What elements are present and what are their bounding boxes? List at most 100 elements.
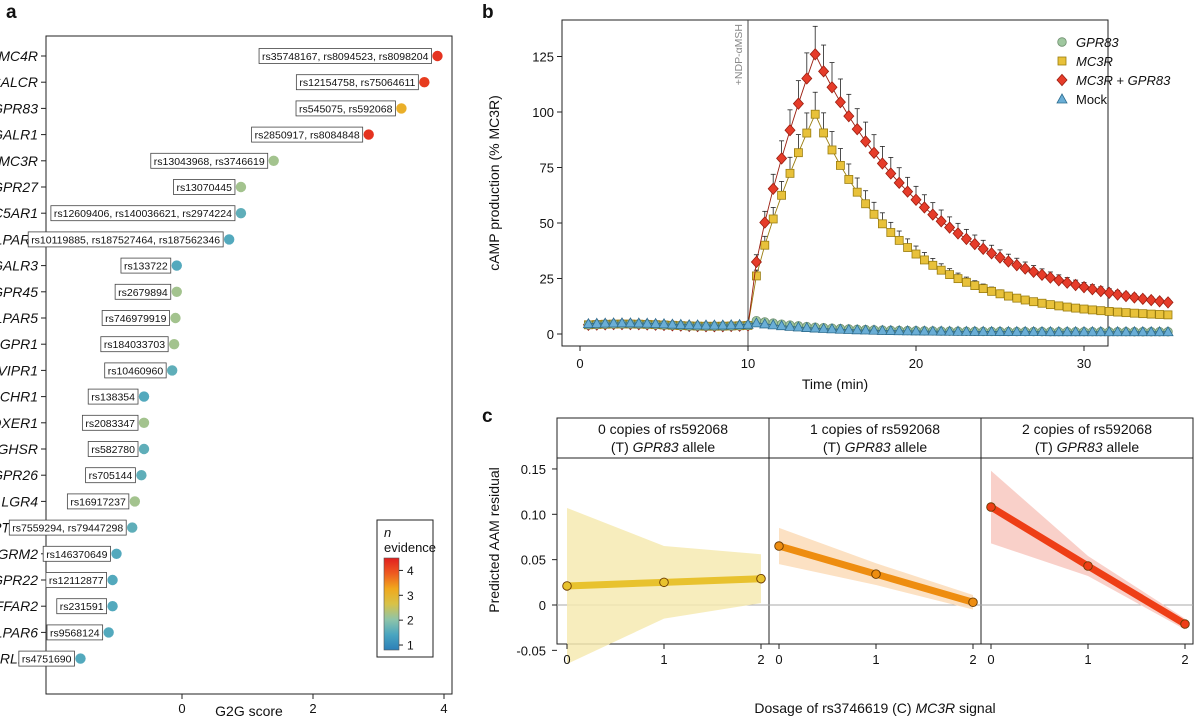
plot-frame-c [556, 417, 1194, 645]
data-point [960, 232, 972, 246]
data-point [750, 317, 763, 328]
gene-label: GPR27 [0, 179, 39, 195]
data-point [962, 277, 971, 287]
data-point [868, 324, 880, 335]
facet-title-line2-part: (T) [823, 439, 845, 455]
snp-label: rs146370649 [46, 549, 107, 561]
fit-point [1083, 561, 1093, 571]
data-point [733, 318, 746, 330]
data-point [969, 237, 981, 251]
x-tick-label-c: 0 [563, 652, 570, 667]
facet-title-line1: 2 copies of rs592068 [1022, 421, 1152, 437]
data-point [986, 247, 998, 260]
snp-box [101, 310, 170, 326]
data-point [851, 122, 863, 136]
data-point [935, 215, 947, 228]
data-point [977, 242, 989, 256]
colorbar-tick-label: 3 [407, 589, 414, 603]
data-point [978, 284, 988, 294]
data-point [1044, 325, 1057, 337]
data-point [683, 318, 695, 330]
facet-0: 0 copies of rs592068 (T) GPR83 allele 0 1 2 [557, 421, 769, 667]
panel-label-b: b [482, 2, 494, 23]
data-point [1019, 325, 1031, 337]
data-point [1155, 310, 1164, 319]
x-tick-label-b: 30 [1077, 356, 1091, 371]
gene-point [171, 286, 182, 297]
data-point [717, 319, 729, 330]
snp-box [56, 598, 107, 615]
data-point [1061, 276, 1073, 289]
data-point [1028, 265, 1040, 278]
gene-point [171, 260, 182, 271]
panel-b: 0 10 20 30 0 25 50 75 100 125 Time (min) cAMP produ… [486, 19, 1174, 392]
legend-label-b: MC3R + GPR83 [1076, 73, 1171, 88]
data-point [1086, 282, 1098, 296]
facet-title-line2-part: GPR83 [845, 439, 891, 455]
data-point [1056, 73, 1068, 87]
snp-label: rs4751690 [22, 654, 72, 666]
data-point [1069, 325, 1082, 337]
data-point [1027, 325, 1040, 337]
y-tick-label-b: 75 [540, 161, 554, 176]
data-point [859, 324, 872, 335]
gene-label: GPR22 [0, 572, 38, 588]
x-tick-label-c: 1 [660, 652, 667, 667]
y-tick-label-c: 0.10 [521, 507, 546, 522]
data-point [1036, 268, 1048, 281]
data-point [809, 322, 821, 333]
gene-label: FFAR2 [0, 598, 38, 614]
data-point [945, 270, 954, 280]
facet-title-line2: (T) GPR83 allele [1035, 439, 1139, 455]
gene-label: GALR3 [0, 258, 38, 274]
data-point [708, 319, 721, 330]
y-axis-label-c: Predicted AAM residual [486, 467, 502, 613]
data-point [1138, 309, 1148, 319]
data-point [760, 240, 770, 250]
data-point [901, 325, 914, 336]
snp-box [46, 624, 104, 641]
gene-label: OXER1 [0, 415, 38, 431]
gene-label: GPR83 [0, 100, 38, 116]
x-tick-label-c: 1 [872, 652, 879, 667]
data-point [970, 281, 980, 290]
data-point [1153, 325, 1166, 337]
data-point [936, 265, 946, 275]
data-point [927, 208, 939, 221]
gene-label: GRM2 [0, 546, 38, 562]
data-point [1121, 308, 1131, 318]
y-tick-label-b: 25 [540, 272, 554, 287]
gene-point [168, 339, 180, 350]
data-point [802, 128, 812, 138]
data-point [810, 109, 820, 119]
legend-label-b-part: GPR83 [1128, 73, 1171, 88]
data-point [918, 325, 931, 336]
data-point [607, 317, 620, 328]
data-point [876, 157, 888, 170]
data-point [878, 219, 887, 229]
fit-point [986, 502, 996, 512]
legend-label-b: MC3R [1076, 54, 1113, 69]
data-point [1086, 325, 1099, 337]
gene-label: GHSR [0, 441, 38, 457]
snp-box [87, 441, 139, 457]
x-tick-label-b: 0 [576, 356, 583, 371]
data-point [827, 145, 837, 155]
data-point [1037, 298, 1047, 308]
snp-label: rs10119885, rs187527464, rs187562346 [31, 234, 220, 246]
data-point [1012, 293, 1022, 303]
gene-label: GPR45 [0, 284, 38, 300]
snp-label: rs545075, rs592068 [299, 103, 393, 115]
snp-label: rs13043968, rs3746619 [154, 156, 265, 168]
snp-box [27, 231, 224, 248]
gene-point [166, 365, 178, 376]
data-point [666, 318, 679, 329]
data-point [1019, 262, 1031, 275]
snp-box [173, 179, 236, 195]
data-point [920, 255, 929, 265]
data-point [943, 325, 956, 336]
colorbar [383, 557, 400, 651]
data-point [1061, 325, 1073, 337]
confidence-band [991, 470, 1185, 630]
data-point [785, 168, 795, 178]
